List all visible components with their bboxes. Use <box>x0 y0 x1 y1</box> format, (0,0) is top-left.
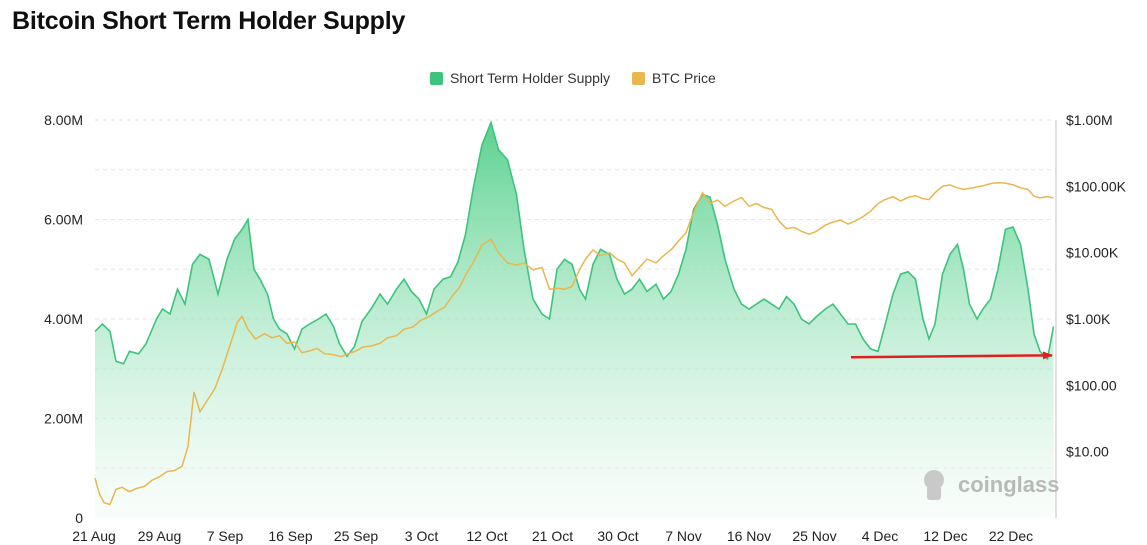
annotations <box>850 351 1053 360</box>
right-tick-label: $10.00 <box>1066 444 1109 460</box>
legend-swatch-price <box>632 71 646 85</box>
legend-item-supply[interactable]: Short Term Holder Supply <box>430 70 610 86</box>
left-tick-label: 6.00M <box>44 212 83 228</box>
legend-swatch-supply <box>430 71 443 85</box>
x-tick-label: 21 Aug <box>72 528 116 544</box>
x-tick-label: 25 Nov <box>792 528 836 544</box>
left-tick-label: 4.00M <box>44 311 83 327</box>
x-tick-label: 4 Dec <box>862 528 899 544</box>
x-tick-label: 16 Nov <box>727 528 771 544</box>
x-tick-label: 7 Sep <box>207 528 244 544</box>
x-tick-label: 12 Oct <box>466 528 507 544</box>
right-tick-label: $100.00 <box>1066 377 1117 393</box>
legend-label-supply: Short Term Holder Supply <box>450 70 611 86</box>
legend-label-price: BTC Price <box>652 70 716 86</box>
left-tick-label: 0 <box>75 510 83 526</box>
logo-body <box>927 486 941 500</box>
x-tick-label: 21 Oct <box>532 528 573 544</box>
x-tick-label: 25 Sep <box>334 528 379 544</box>
logo-head <box>924 470 944 490</box>
coinglass-logo-icon <box>924 470 944 500</box>
x-tick-label: 3 Oct <box>405 528 439 544</box>
x-tick-label: 7 Nov <box>665 528 702 544</box>
left-tick-label: 2.00M <box>44 411 83 427</box>
red-arrow-annotation <box>850 351 1053 360</box>
supply-line <box>94 119 1055 365</box>
x-tick-label: 12 Dec <box>923 528 967 544</box>
legend-item-price[interactable]: BTC Price <box>632 70 716 86</box>
chart-legend: Short Term Holder Supply BTC Price <box>430 70 716 86</box>
watermark-text: coinglass <box>958 472 1059 497</box>
x-tick-label: 30 Oct <box>597 528 638 544</box>
plot-area <box>94 119 1055 518</box>
btc-price-line <box>94 182 1054 506</box>
x-axis-ticks: 21 Aug 29 Aug 7 Sep 16 Sep 25 Sep 3 Oct 12 Oct… <box>72 528 1033 544</box>
right-tick-label: $1.00M <box>1066 112 1113 128</box>
right-tick-label: $100.00K <box>1066 178 1127 194</box>
left-tick-label: 8.00M <box>44 112 83 128</box>
right-axis-ticks: $10.00 $100.00 $1.00K $10.00K $100.00K $1.00M <box>1066 112 1127 460</box>
x-tick-label: 16 Sep <box>268 528 313 544</box>
x-tick-label: 29 Aug <box>138 528 182 544</box>
chart-title: Bitcoin Short Term Holder Supply <box>12 7 406 35</box>
supply-area <box>95 122 1054 518</box>
left-axis-ticks: 0 2.00M 4.00M 6.00M 8.00M <box>44 112 83 526</box>
right-tick-label: $10.00K <box>1066 245 1119 261</box>
right-tick-label: $1.00K <box>1066 311 1111 327</box>
x-tick-label: 22 Dec <box>989 528 1033 544</box>
watermark: coinglass <box>924 470 1059 500</box>
